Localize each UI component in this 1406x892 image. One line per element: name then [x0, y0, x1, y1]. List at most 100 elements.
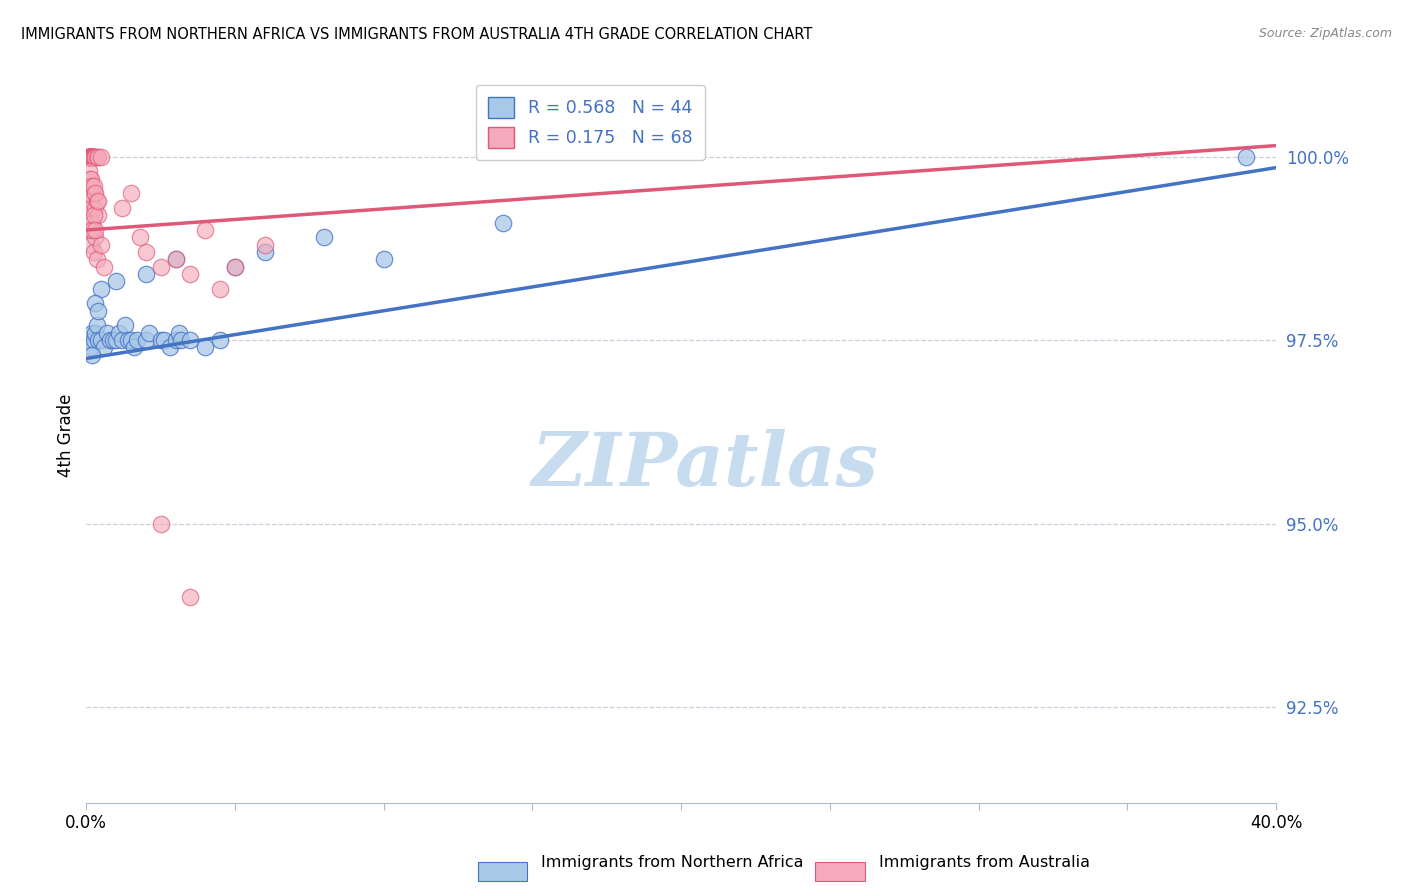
Point: [108, 326, 131, 340]
Point: [83, 208, 105, 222]
Point: [98, 333, 121, 347]
Point: [79, 223, 101, 237]
Point: [135, 245, 157, 260]
Point: [90, 237, 112, 252]
Point: [79, 171, 101, 186]
Point: [82, 201, 104, 215]
Point: [83, 150, 105, 164]
Point: [76, 150, 98, 164]
Point: [224, 260, 246, 274]
Point: [114, 318, 136, 333]
Point: [84, 186, 107, 201]
Point: [135, 333, 157, 347]
Point: [80, 171, 103, 186]
Text: IMMIGRANTS FROM NORTHERN AFRICA VS IMMIGRANTS FROM AUSTRALIA 4TH GRADE CORRELATI: IMMIGRANTS FROM NORTHERN AFRICA VS IMMIG…: [21, 27, 813, 42]
Point: [77, 333, 100, 347]
Point: [87, 150, 110, 164]
Point: [149, 260, 172, 274]
Point: [77, 150, 100, 164]
Point: [83, 333, 105, 347]
Point: [125, 333, 148, 347]
Point: [82, 150, 104, 164]
Point: [152, 333, 174, 347]
Point: [314, 230, 336, 244]
Point: [111, 201, 134, 215]
Point: [122, 341, 145, 355]
Point: [90, 333, 112, 347]
Point: [86, 194, 108, 208]
Point: [149, 516, 172, 531]
Point: [93, 341, 115, 355]
Point: [79, 150, 101, 164]
Point: [83, 186, 105, 201]
Point: [83, 150, 105, 164]
Point: [77, 208, 100, 222]
Point: [82, 150, 104, 164]
Point: [105, 274, 128, 288]
Point: [86, 318, 108, 333]
Point: [165, 252, 187, 267]
Point: [128, 230, 150, 244]
Point: [101, 333, 124, 347]
Point: [77, 186, 100, 201]
Point: [194, 223, 217, 237]
Point: [90, 282, 112, 296]
Point: [86, 252, 108, 267]
Point: [80, 341, 103, 355]
Point: [170, 333, 193, 347]
Point: [253, 245, 276, 260]
Point: [79, 150, 101, 164]
Text: Source: ZipAtlas.com: Source: ZipAtlas.com: [1258, 27, 1392, 40]
Point: [159, 341, 181, 355]
Point: [87, 194, 110, 208]
Point: [87, 333, 110, 347]
Point: [117, 333, 139, 347]
Point: [224, 260, 246, 274]
Point: [80, 150, 103, 164]
Point: [77, 150, 100, 164]
Point: [492, 216, 515, 230]
Point: [373, 252, 395, 267]
Point: [209, 333, 232, 347]
Point: [84, 223, 107, 237]
Point: [87, 208, 110, 222]
Point: [77, 178, 100, 193]
Legend: R = 0.568   N = 44, R = 0.175   N = 68: R = 0.568 N = 44, R = 0.175 N = 68: [475, 85, 704, 160]
Point: [105, 333, 128, 347]
Point: [77, 150, 100, 164]
Point: [120, 333, 142, 347]
Point: [90, 150, 112, 164]
Point: [82, 326, 104, 340]
Point: [84, 296, 107, 310]
Point: [194, 341, 217, 355]
Point: [83, 245, 105, 260]
Point: [165, 333, 187, 347]
Point: [82, 150, 104, 164]
Point: [83, 150, 105, 164]
Point: [179, 267, 201, 281]
Point: [79, 150, 101, 164]
Point: [111, 333, 134, 347]
Point: [1234, 150, 1257, 164]
Point: [82, 223, 104, 237]
Point: [167, 326, 190, 340]
Point: [82, 178, 104, 193]
Point: [80, 150, 103, 164]
Point: [80, 150, 103, 164]
Point: [80, 194, 103, 208]
Point: [96, 326, 118, 340]
Point: [82, 216, 104, 230]
Point: [77, 164, 100, 178]
Point: [83, 178, 105, 193]
Text: Immigrants from Australia: Immigrants from Australia: [879, 855, 1090, 870]
Point: [77, 150, 100, 164]
Point: [77, 150, 100, 164]
Point: [84, 326, 107, 340]
Text: Immigrants from Northern Africa: Immigrants from Northern Africa: [541, 855, 804, 870]
Point: [209, 282, 232, 296]
Point: [80, 150, 103, 164]
Point: [84, 201, 107, 215]
Point: [80, 150, 103, 164]
Point: [138, 326, 160, 340]
Point: [93, 260, 115, 274]
